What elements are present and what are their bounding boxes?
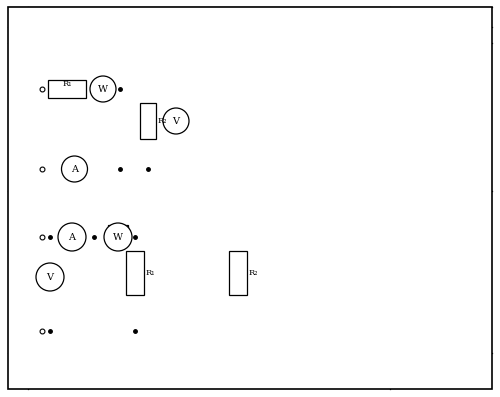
Text: R₂: R₂ — [249, 269, 258, 277]
Text: 25: 25 — [434, 268, 448, 276]
Text: 3.: 3. — [13, 268, 23, 276]
Text: 2.: 2. — [13, 112, 23, 121]
Text: A: A — [71, 164, 78, 173]
Text: 50: 50 — [434, 31, 448, 39]
Bar — [48, 80, 86, 98]
Text: V: V — [46, 272, 54, 281]
Text: Наименование задания: Наименование задания — [132, 12, 286, 23]
Bar — [229, 251, 247, 295]
Text: A: A — [68, 233, 75, 241]
Circle shape — [62, 156, 88, 182]
Bar — [126, 251, 144, 295]
Circle shape — [104, 223, 132, 251]
Text: показаниям  приборов:  $U_V$\,=\,12\,В,  $I_A$\,=\,10 А,: показаниям приборов: $U_V$\,=\,12\,В, $I… — [32, 210, 289, 224]
Text: V: V — [172, 116, 180, 125]
Text: Законсвектировать лекцию: Законсвектировать лекцию — [32, 31, 177, 39]
Text: W: W — [113, 233, 123, 241]
Text: R₁: R₁ — [146, 269, 156, 277]
Circle shape — [58, 223, 86, 251]
Text: Баллы: Баллы — [419, 12, 463, 23]
Text: показаниям  приборов:  $U_V$\,=\,20\,В,  $I_A$\,=\,5\,А,: показаниям приборов: $U_V$\,=\,20\,В, $I… — [32, 62, 286, 76]
Circle shape — [36, 263, 64, 291]
Text: W: W — [98, 85, 108, 94]
Text: Определить    значения    сопротивлений    по: Определить значения сопротивлений по — [32, 199, 276, 208]
Circle shape — [90, 76, 116, 102]
Text: R₂: R₂ — [158, 117, 168, 125]
Text: 1.: 1. — [13, 31, 23, 39]
Text: Определить    значения    сопротивлений    по: Определить значения сопротивлений по — [32, 51, 276, 60]
Text: $P_W$\,=\,150 Вт: $P_W$\,=\,150 Вт — [32, 73, 104, 87]
Text: 25: 25 — [434, 112, 448, 121]
Circle shape — [163, 108, 189, 134]
Bar — [140, 103, 156, 139]
Bar — [108, 225, 128, 237]
Text: $P_W$\,=\,72 Вт: $P_W$\,=\,72 Вт — [32, 221, 97, 235]
Text: R₁: R₁ — [62, 80, 72, 88]
